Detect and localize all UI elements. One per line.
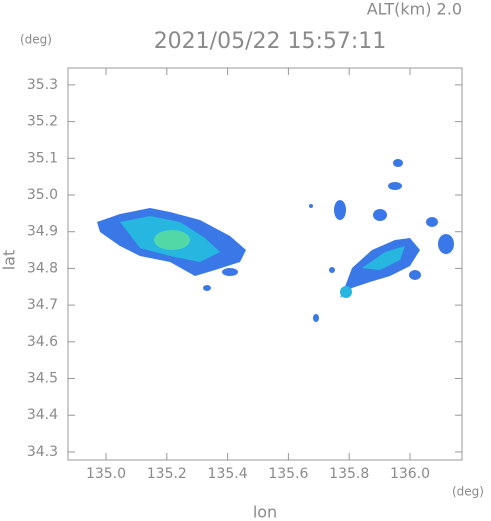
- radar-echo: [340, 286, 352, 298]
- y-tick-label: 35.1: [27, 150, 58, 166]
- x-tick-label: 136.0: [390, 466, 430, 482]
- y-tick-label: 34.7: [27, 297, 58, 313]
- radar-echo: [426, 217, 438, 227]
- y-tick-label: 35.0: [27, 187, 58, 203]
- altitude: ALT(km) 2.0: [367, 0, 462, 19]
- radar-echo: [438, 234, 454, 254]
- y-axis-label: lat: [0, 250, 19, 271]
- y-tick-label: 34.8: [27, 260, 58, 276]
- y-tick-label: 34.5: [27, 371, 58, 387]
- y-tick-label: 34.4: [27, 407, 58, 423]
- y-tick-label: 34.9: [27, 224, 58, 240]
- y-tick-label: 35.2: [27, 114, 58, 130]
- radar-echo: [362, 246, 405, 270]
- x-tick-label: 135.6: [268, 466, 308, 482]
- y-tick-label: 35.3: [27, 77, 58, 93]
- plot-frame: [67, 67, 463, 461]
- x-tick-label: 135.4: [208, 466, 248, 482]
- radar-echo: [334, 200, 346, 220]
- y-unit: (deg): [20, 33, 52, 47]
- chart-title: 2021/05/22 15:57:11: [154, 29, 387, 54]
- radar-echo: [222, 268, 238, 276]
- y-tick-label: 34.3: [27, 444, 58, 460]
- radar-echo: [154, 230, 190, 250]
- radar-echo: [309, 204, 313, 208]
- radar-echoes: [97, 159, 454, 322]
- radar-echo: [329, 267, 335, 273]
- radar-echo: [203, 285, 211, 291]
- x-unit: (deg): [452, 485, 484, 499]
- x-tick-label: 135.0: [86, 466, 126, 482]
- radar-echo: [388, 182, 402, 190]
- radar-echo: [313, 314, 319, 322]
- y-tick-label: 34.6: [27, 334, 58, 350]
- radar-echo: [409, 270, 421, 280]
- radar-echo: [373, 209, 387, 221]
- x-tick-label: 135.2: [147, 466, 187, 482]
- radar-echo: [393, 159, 403, 167]
- x-tick-label: 135.8: [329, 466, 369, 482]
- x-axis-label: lon: [253, 503, 277, 521]
